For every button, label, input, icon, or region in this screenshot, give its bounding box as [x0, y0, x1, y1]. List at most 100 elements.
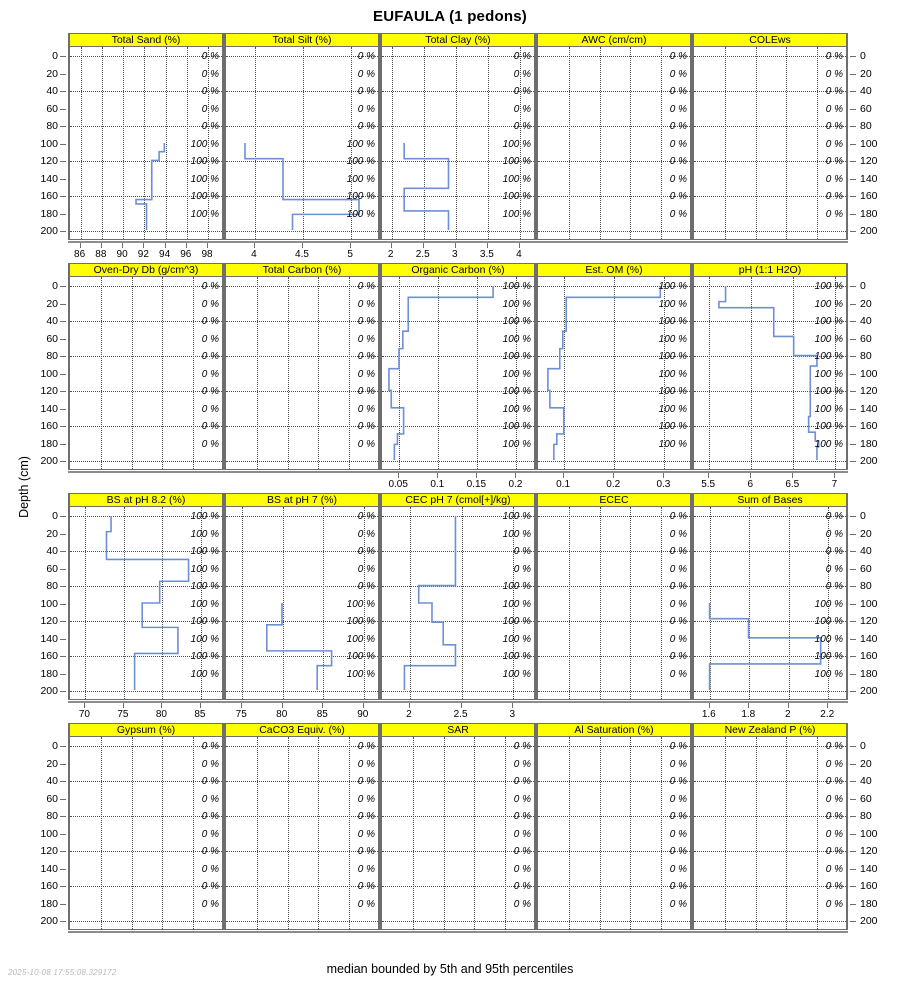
pct-annotation: 100 %	[502, 281, 531, 292]
gridline-horizontal	[226, 231, 378, 232]
depth-tick-mark-left	[60, 338, 66, 340]
depth-tick-mark-right	[850, 903, 856, 905]
pct-annotation: 100 %	[346, 156, 375, 167]
depth-tick-mark-left	[60, 286, 66, 287]
depth-tick-label-left: 40	[46, 85, 58, 97]
chart-panel: Al Saturation (%) 0 % 0 % 0 % 0 % 0 % 0 % 0 % 0 …	[536, 723, 692, 930]
gridline-vertical	[323, 507, 325, 699]
panel-title-strip: BS at pH 7 (%)	[225, 493, 379, 507]
gridline-vertical	[817, 737, 819, 929]
gridline-vertical	[487, 47, 489, 239]
gridline-horizontal	[70, 586, 222, 587]
depth-tick-mark-left	[60, 763, 66, 765]
gridline-horizontal	[226, 781, 378, 782]
depth-tick-label-right: 140	[860, 402, 878, 415]
gridline-horizontal	[70, 231, 222, 232]
pct-annotation: 0 %	[201, 386, 219, 397]
gridline-vertical	[749, 507, 751, 699]
depth-tick-mark-left	[60, 621, 66, 622]
gridline-horizontal	[538, 356, 690, 357]
pct-annotation: 100 %	[346, 138, 375, 150]
gridline-horizontal	[226, 196, 378, 197]
pct-annotation: 0 %	[357, 368, 375, 380]
chart-panel: Oven-Dry Db (g/cm^3) 0 % 0 % 0 % 0 % 0 % 0 % 0 …	[68, 263, 224, 470]
x-tick-label: 6.5	[785, 479, 800, 490]
depth-tick-label-right: 20	[860, 757, 872, 770]
profile-line	[694, 277, 846, 469]
pct-annotation: 100 %	[346, 633, 375, 645]
panel-title-strip: AWC (cm/cm)	[537, 33, 691, 47]
pct-annotation: 0 %	[357, 281, 375, 292]
x-tick-mark	[750, 473, 752, 478]
pct-annotation: 0 %	[201, 758, 219, 770]
gridline-horizontal	[382, 551, 534, 552]
pct-annotation: 100 %	[190, 651, 219, 662]
pct-annotation: 0 %	[357, 438, 375, 450]
x-axis-baseline	[68, 471, 848, 473]
depth-tick-label-right: 60	[860, 102, 872, 115]
pct-annotation: 100 %	[502, 208, 531, 220]
x-tick-label: 0.05	[388, 479, 408, 490]
pct-annotation: 0 %	[201, 281, 219, 292]
pct-annotation: 100 %	[814, 598, 843, 610]
gridline-horizontal	[70, 286, 222, 287]
gridline-horizontal	[694, 91, 846, 92]
x-tick-label: 2	[387, 249, 394, 260]
gridline-horizontal	[538, 656, 690, 657]
gridline-vertical	[123, 47, 125, 239]
depth-tick-label-left: 200	[40, 915, 58, 927]
depth-tick-mark-right	[850, 91, 856, 92]
depth-tick-mark-left	[60, 851, 66, 852]
pct-annotation: 100 %	[346, 173, 375, 185]
pct-annotation: 100 %	[502, 421, 531, 432]
depth-tick-label-right: 160	[860, 420, 878, 432]
pct-annotation: 0 %	[825, 898, 843, 910]
depth-tick-label-right: 180	[860, 897, 878, 910]
depth-tick-label-left: 80	[46, 810, 58, 822]
depth-tick-mark-left	[60, 443, 66, 445]
pct-annotation: 100 %	[190, 546, 219, 557]
pct-annotation: 100 %	[346, 191, 375, 202]
pct-annotation: 0 %	[357, 528, 375, 540]
gridline-vertical	[568, 47, 570, 239]
x-tick-label: 98	[201, 249, 213, 260]
pct-annotation: 100 %	[658, 438, 687, 450]
x-tick-mark	[207, 243, 209, 248]
panel-plot-area: 0 % 0 % 0 % 0 % 0 % 0 % 0 % 0 % 0 % 0 %	[225, 737, 379, 930]
depth-tick-mark-right	[850, 568, 856, 570]
gridline-horizontal	[538, 196, 690, 197]
depth-tick-label-right: 60	[860, 792, 872, 805]
pct-annotation: 0 %	[825, 863, 843, 875]
x-tick-label: 2.5	[453, 709, 468, 720]
x-tick-label: 0.2	[606, 479, 621, 490]
pct-annotation: 100 %	[190, 633, 219, 645]
x-tick-label: 4.5	[295, 249, 309, 260]
x-tick-mark	[486, 243, 488, 248]
chart-panel: Sum of Bases 0 % 0 % 0 % 0 % 0 % 100 % 100 % 100…	[692, 493, 848, 700]
x-tick-mark	[476, 473, 478, 478]
depth-tick-label-right: 160	[860, 650, 878, 662]
gridline-horizontal	[694, 391, 846, 392]
chart-panel: AWC (cm/cm) 0 % 0 % 0 % 0 % 0 % 0 % 0 % 0 % 0 % 0 …	[536, 33, 692, 240]
gridline-vertical	[101, 47, 103, 239]
gridline-horizontal	[70, 91, 222, 92]
x-tick-mark	[437, 473, 439, 478]
panel-title-strip: ECEC	[537, 493, 691, 507]
depth-tick-mark-right	[850, 691, 856, 692]
gridline-vertical	[80, 47, 82, 239]
pct-annotation: 0 %	[825, 121, 843, 132]
gridline-horizontal	[226, 91, 378, 92]
gridline-vertical	[568, 507, 570, 699]
gridline-horizontal	[538, 781, 690, 782]
pct-annotation: 0 %	[201, 368, 219, 380]
depth-tick-label-left: 80	[46, 120, 58, 132]
panel-title-strip: BS at pH 8.2 (%)	[69, 493, 223, 507]
pct-annotation: 0 %	[513, 811, 531, 822]
depth-tick-mark-right	[850, 356, 856, 357]
gridline-vertical	[208, 47, 210, 239]
gridline-horizontal	[694, 196, 846, 197]
gridline-vertical	[318, 277, 320, 469]
gridline-horizontal	[70, 781, 222, 782]
pct-annotation: 0 %	[825, 776, 843, 787]
